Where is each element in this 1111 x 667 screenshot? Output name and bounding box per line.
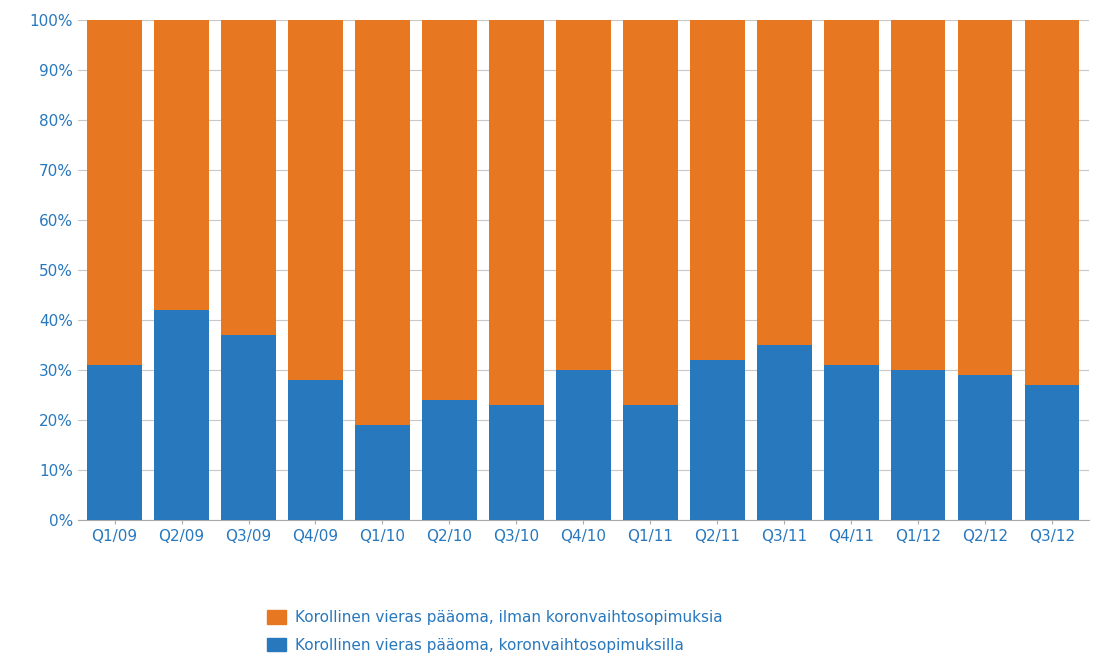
Bar [690,360,744,520]
Bar [354,426,410,520]
Bar [958,375,1012,520]
Bar [87,20,142,366]
Bar [556,20,611,370]
Bar [556,370,611,520]
Bar [891,20,945,370]
Bar [489,20,543,405]
Bar [623,405,678,520]
Bar [154,20,209,310]
Bar [891,370,945,520]
Bar [354,20,410,426]
Bar [489,405,543,520]
Legend: Korollinen vieras pääoma, ilman koronvaihtosopimuksia, Korollinen vieras pääoma,: Korollinen vieras pääoma, ilman koronvai… [268,610,722,653]
Bar [823,20,879,366]
Bar [422,400,477,520]
Bar [823,366,879,520]
Bar [1024,386,1080,520]
Bar [87,366,142,520]
Bar [690,20,744,360]
Bar [288,380,343,520]
Bar [623,20,678,405]
Bar [958,20,1012,375]
Bar [757,20,812,346]
Bar [422,20,477,400]
Bar [221,20,276,336]
Bar [154,310,209,520]
Bar [288,20,343,380]
Bar [1024,20,1080,386]
Bar [221,336,276,520]
Bar [757,346,812,520]
